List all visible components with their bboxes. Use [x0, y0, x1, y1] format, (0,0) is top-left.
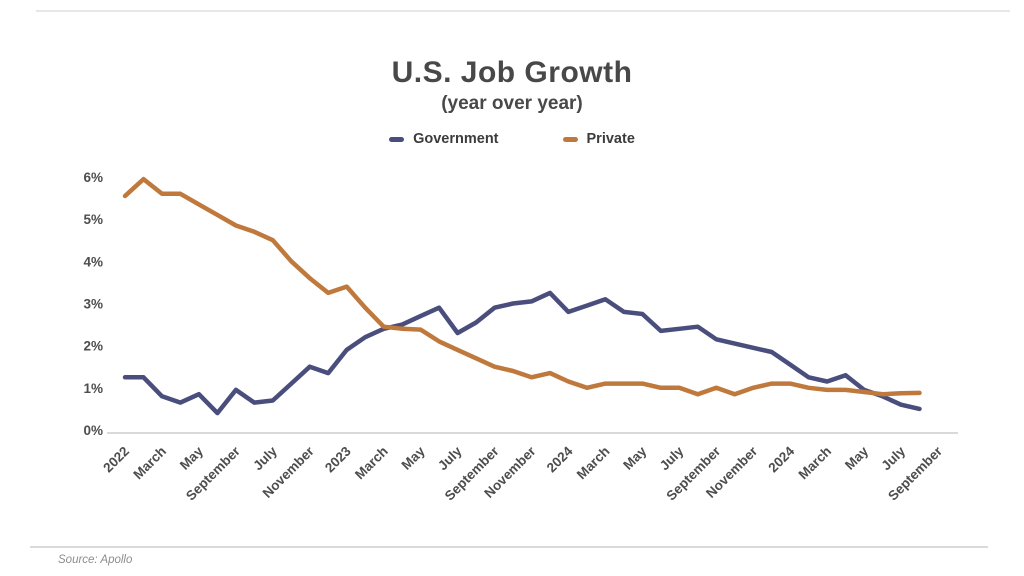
legend-marker-icon [562, 136, 578, 142]
chart-legend: Government Private [0, 131, 1024, 147]
x-axis-tick-label: July [250, 443, 280, 473]
x-axis-tick-label: 2022 [100, 444, 132, 476]
x-axis-tick-label: May [842, 443, 872, 473]
private-line [122, 176, 922, 397]
legend-item-private: Private [562, 131, 635, 147]
y-axis-tick-label: 6% [83, 170, 103, 185]
x-axis-tick-label: March [352, 444, 391, 483]
x-axis-tick-label: 2024 [544, 443, 576, 475]
x-axis-tick-label: March [130, 444, 169, 483]
government-line [122, 290, 922, 416]
x-axis-tick-label: July [435, 443, 465, 473]
x-axis-tick-label: May [399, 443, 429, 473]
x-axis-tick-label: May [177, 443, 207, 473]
bottom-border-line [30, 546, 988, 548]
x-axis-tick-label: July [657, 443, 687, 473]
x-axis-tick-label: 2024 [765, 443, 797, 475]
x-axis-tick-label: May [620, 443, 650, 473]
legend-marker-icon [389, 136, 405, 142]
x-axis-tick-label: March [796, 444, 835, 483]
y-axis-tick-label: 4% [83, 254, 103, 269]
y-axis-tick-label: 2% [83, 339, 103, 354]
legend-label: Private [586, 131, 635, 147]
x-axis-tick-label: 2023 [322, 443, 354, 475]
legend-label: Government [413, 131, 499, 147]
y-axis-tick-label: 5% [83, 212, 103, 227]
chart-title: U.S. Job Growth [391, 56, 633, 89]
chart-subtitle: (year over year) [441, 93, 583, 114]
x-axis-tick-label: March [574, 444, 613, 483]
y-axis-tick-label: 1% [83, 381, 103, 396]
y-axis-tick-label: 0% [83, 423, 103, 438]
legend-item-government: Government [389, 131, 499, 147]
top-border-line [36, 10, 1010, 12]
x-axis-tick-label: July [878, 443, 908, 473]
source-note: Source: Apollo [58, 554, 133, 566]
y-axis-tick-label: 3% [83, 296, 103, 311]
